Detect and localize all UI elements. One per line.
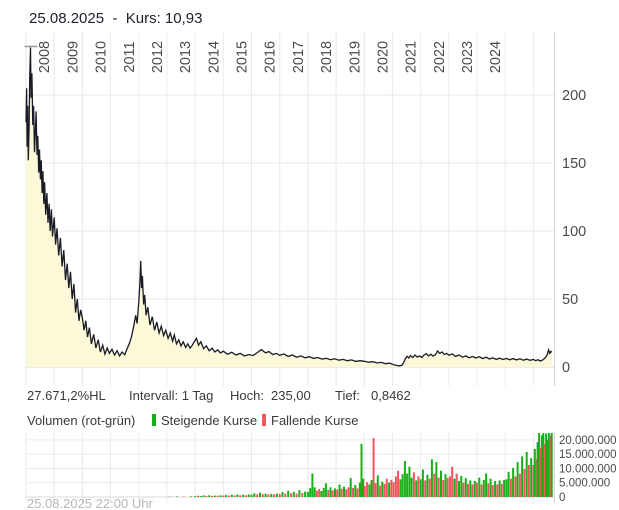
svg-text:2023: 2023 <box>460 41 476 73</box>
high-label: Hoch: <box>230 388 264 403</box>
svg-text:2020: 2020 <box>375 41 391 73</box>
svg-text:2011: 2011 <box>122 41 138 72</box>
svg-text:15.000.000: 15.000.000 <box>559 449 617 461</box>
x-axis-year-labels: 2008 2009 2010 2011 2012 2013 2014 2015 2016 2017… <box>37 41 504 73</box>
price-area <box>26 47 552 367</box>
svg-text:2012: 2012 <box>150 41 166 73</box>
svg-text:2017: 2017 <box>291 41 307 73</box>
low-label: Tief: <box>335 388 360 403</box>
legend-up-label: Steigende Kurse <box>161 413 258 428</box>
svg-text:10.000.000: 10.000.000 <box>559 463 617 475</box>
down-color-swatch-icon <box>262 414 266 426</box>
svg-text:2016: 2016 <box>263 41 279 73</box>
grid-lines <box>25 32 555 503</box>
svg-text:2008: 2008 <box>37 41 53 73</box>
svg-text:2024: 2024 <box>488 41 504 73</box>
svg-text:2018: 2018 <box>319 41 335 73</box>
svg-text:0: 0 <box>559 492 565 504</box>
chart-timestamp: 25.08.2025 22:00 Uhr <box>27 496 153 510</box>
low-value: 0,8462 <box>371 388 411 403</box>
svg-text:2015: 2015 <box>235 41 251 73</box>
svg-text:150: 150 <box>562 156 586 172</box>
high-value: 235,00 <box>271 388 311 403</box>
legend-volume-label: Volumen (rot-grün) <box>27 413 136 428</box>
price-line <box>25 47 553 367</box>
interval-value: Intervall: 1 Tag <box>129 388 214 403</box>
volume-bars <box>168 433 553 497</box>
volume-axis-labels: 20.000.000 15.000.000 10.000.000 5.000.000 0 <box>559 435 617 504</box>
svg-text:0: 0 <box>562 360 570 376</box>
change-high-low-value: 27.671,2%HL <box>27 388 106 403</box>
svg-text:2019: 2019 <box>347 41 363 73</box>
legend-down-label: Fallende Kurse <box>271 413 359 428</box>
svg-text:50: 50 <box>562 292 578 308</box>
svg-text:20.000.000: 20.000.000 <box>559 435 617 447</box>
svg-text:100: 100 <box>562 224 586 240</box>
up-color-swatch-icon <box>152 414 156 426</box>
svg-text:2010: 2010 <box>94 41 110 73</box>
svg-text:5.000.000: 5.000.000 <box>559 478 610 490</box>
svg-text:2009: 2009 <box>65 41 81 73</box>
svg-text:2021: 2021 <box>404 41 420 73</box>
chart-title: 25.08.2025 - Kurs: 10,93 <box>29 10 203 27</box>
svg-text:2014: 2014 <box>206 41 222 73</box>
price-axis-labels: 0 50 100 150 200 <box>562 88 586 376</box>
svg-text:2013: 2013 <box>178 41 194 73</box>
svg-text:200: 200 <box>562 88 586 104</box>
svg-text:2022: 2022 <box>432 41 448 73</box>
